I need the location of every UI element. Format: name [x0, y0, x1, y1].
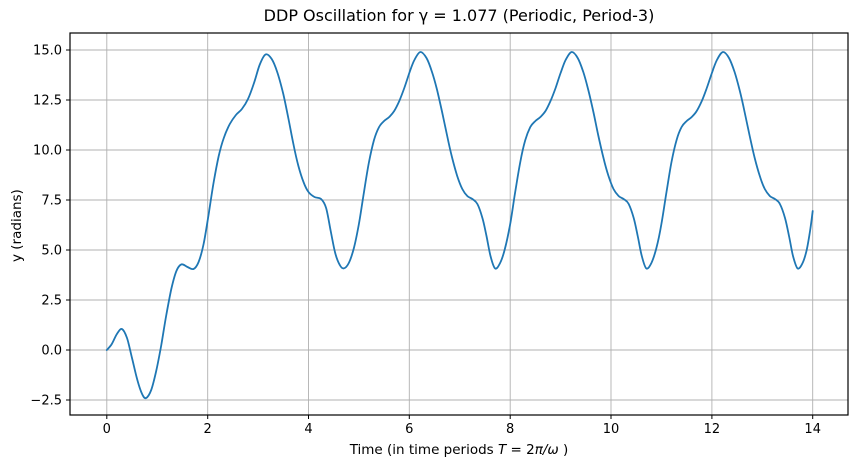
x-tick-labels: 0 2 4 6 8 10 12 14: [103, 422, 821, 437]
svg-text:8: 8: [506, 422, 514, 437]
svg-text:4: 4: [304, 422, 312, 437]
chart-title: DDP Oscillation for γ = 1.077 (Periodic,…: [263, 6, 655, 25]
oscillation-line-series: [105, 51, 814, 400]
x-axis-label-math: π/ω: [534, 442, 559, 458]
svg-text:10: 10: [603, 422, 620, 437]
svg-text:10.0: 10.0: [33, 144, 62, 159]
x-axis-label: Time (in time periods T = 2π/ω ): [70, 442, 848, 458]
svg-text:6: 6: [405, 422, 413, 437]
svg-text:0.0: 0.0: [41, 344, 62, 359]
svg-text:12: 12: [704, 422, 721, 437]
y-tick-labels: −2.5 0.0 2.5 5.0 7.5 10.0 12.5 15.0: [30, 44, 62, 409]
x-axis-label-math: T: [498, 442, 507, 458]
axes-spines: [69, 32, 849, 416]
tick-marks: [66, 49, 814, 419]
svg-text:2.5: 2.5: [41, 294, 62, 309]
svg-text:14: 14: [804, 422, 821, 437]
grid-lines: [70, 33, 848, 415]
svg-text:2: 2: [204, 422, 212, 437]
x-axis-label-text: Time (in time periods: [349, 442, 499, 458]
svg-text:5.0: 5.0: [41, 244, 62, 259]
x-axis-label-text: = 2: [506, 442, 535, 458]
svg-text:15.0: 15.0: [33, 44, 62, 59]
svg-text:0: 0: [103, 422, 111, 437]
x-axis-label-text: ): [558, 442, 569, 458]
svg-text:12.5: 12.5: [33, 94, 62, 109]
svg-text:7.5: 7.5: [41, 194, 62, 209]
svg-text:−2.5: −2.5: [30, 394, 62, 409]
